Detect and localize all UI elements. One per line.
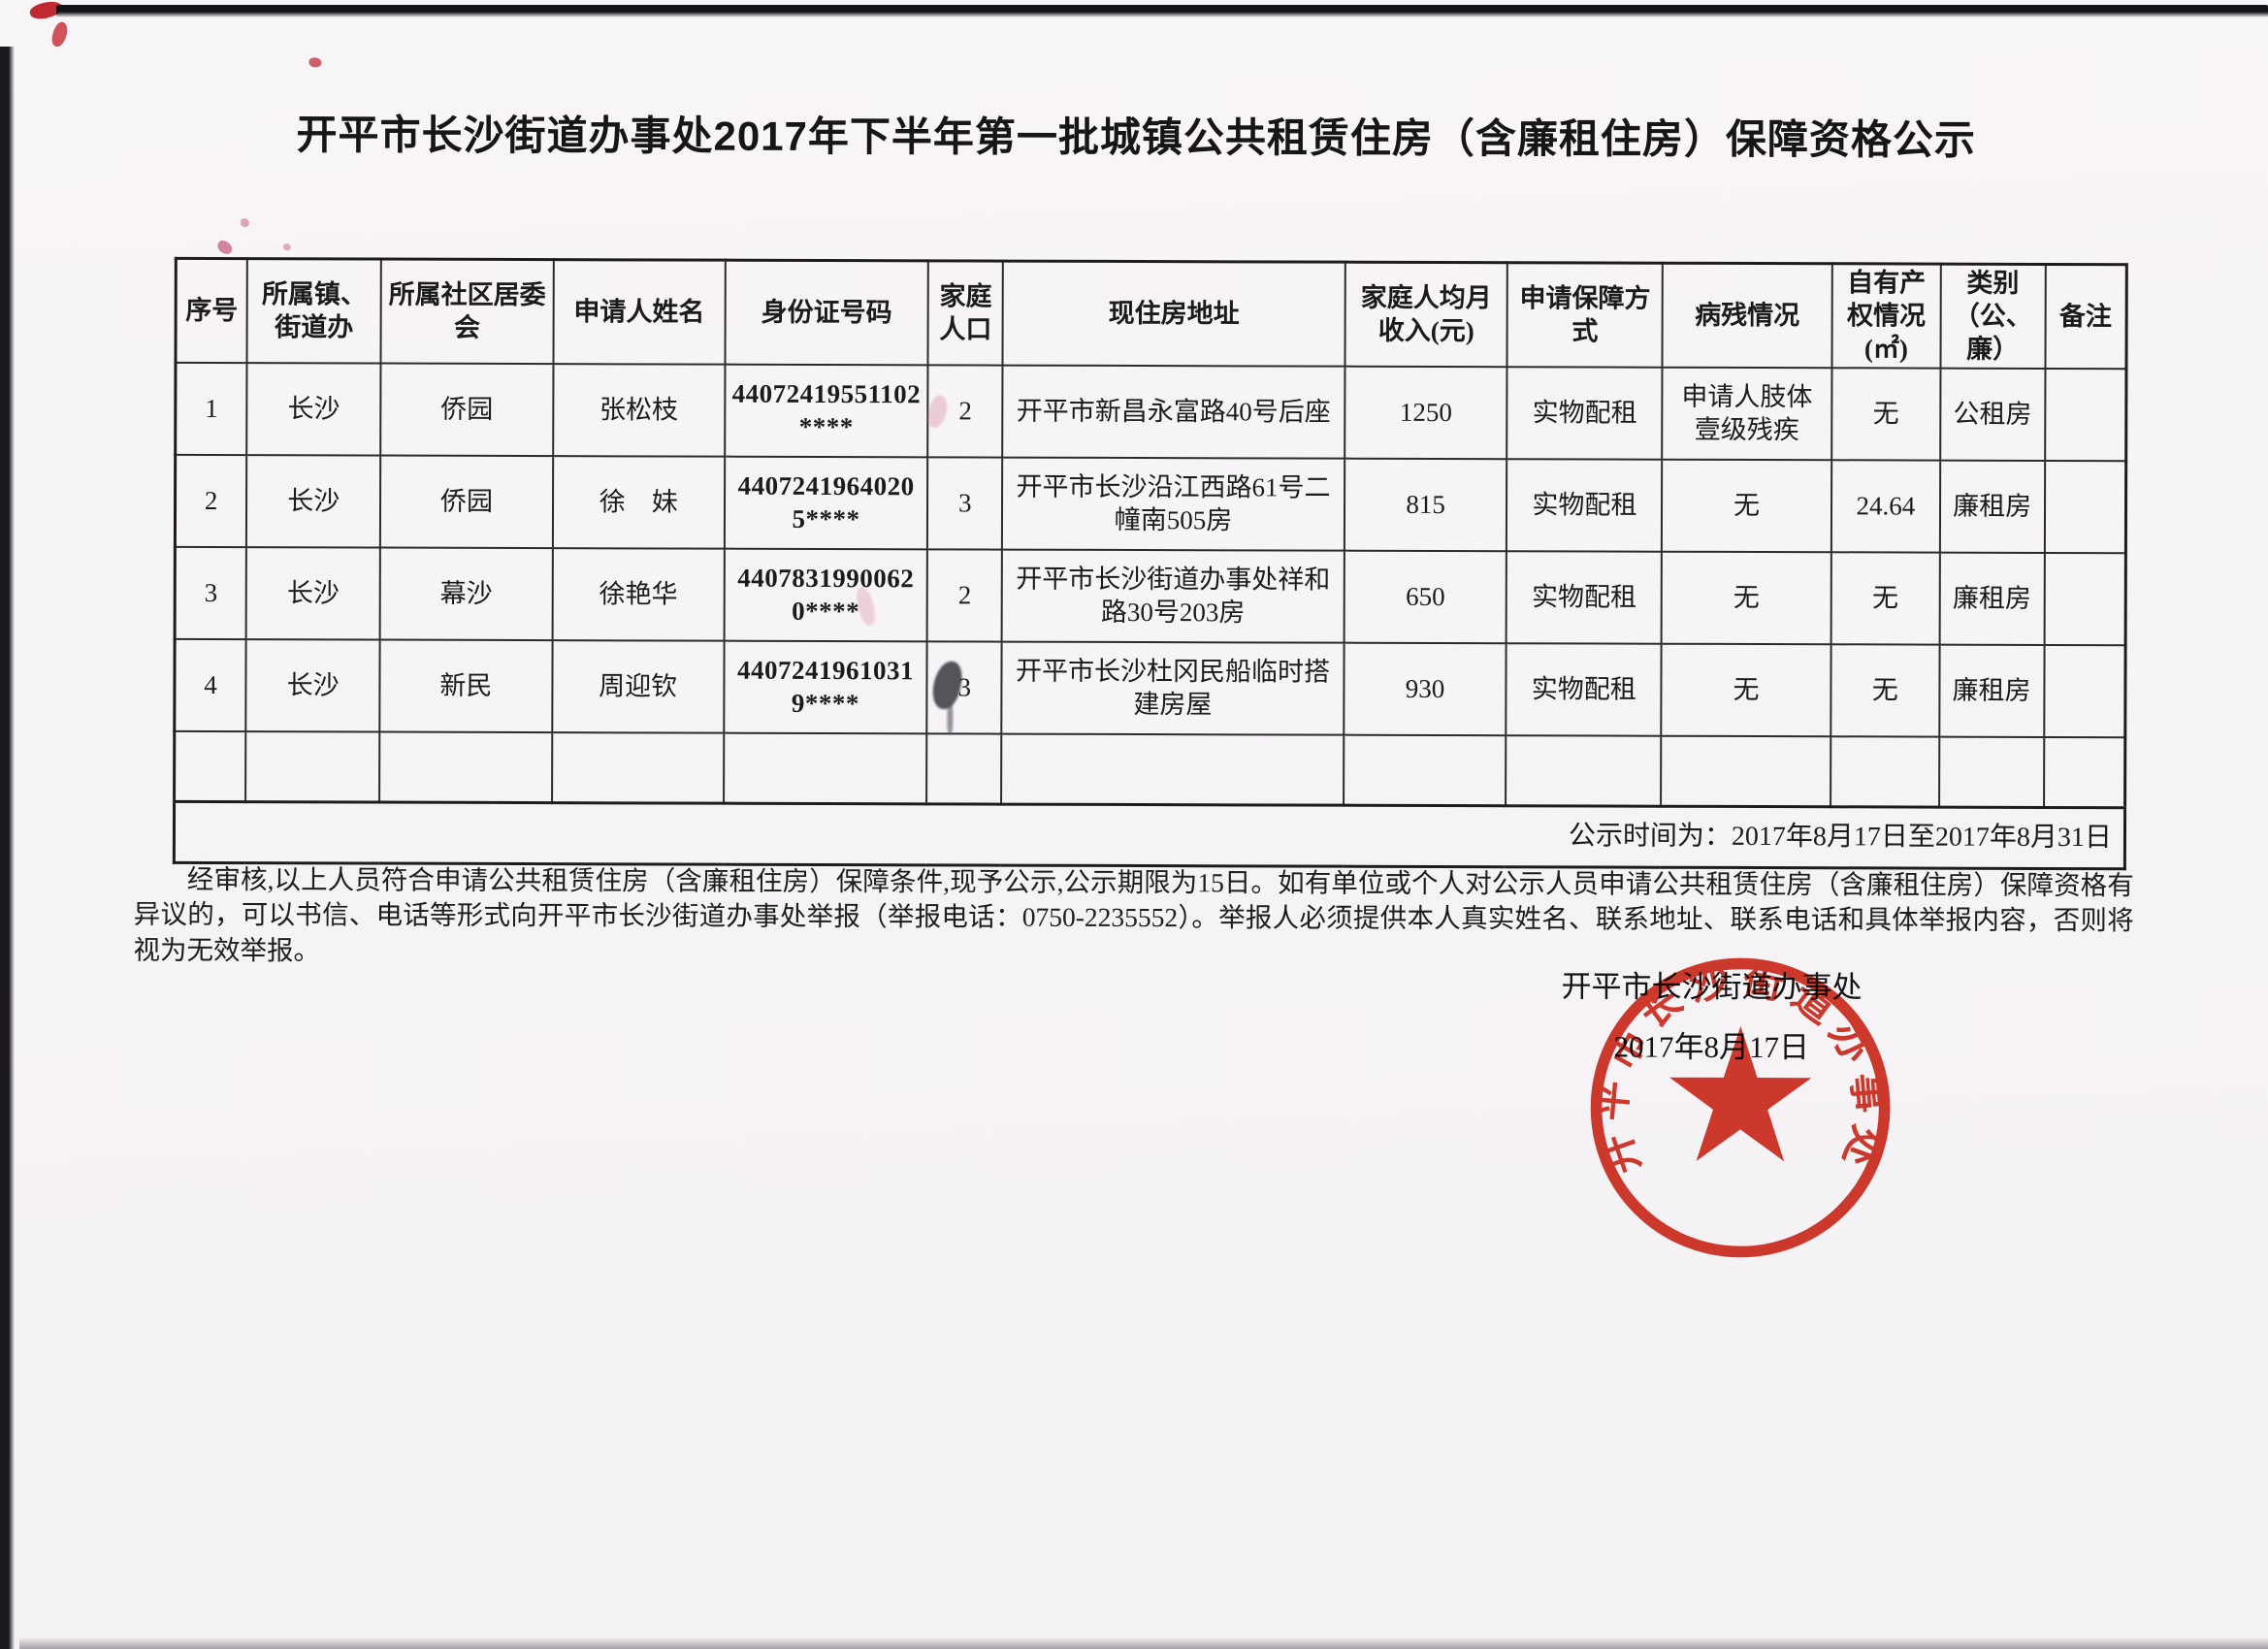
table-cell: 4 [174,639,246,732]
table-cell: 2 [926,549,1003,642]
table-cell: 张松枝 [553,364,726,457]
stamp-ring [1590,957,1891,1258]
column-header: 现住房地址 [1002,261,1345,367]
column-header: 家庭人口 [927,260,1004,366]
table-cell [2044,553,2126,646]
table-cell: 侨园 [379,455,554,549]
table-row-empty [174,731,2125,808]
column-header: 自有产权情况(㎡) [1831,263,1941,369]
table-cell: 44072419610319**** [723,640,927,734]
table-cell: 徐艳华 [552,548,725,641]
table-cell: 44072419551102**** [724,364,928,458]
table-cell [1001,733,1345,805]
table-footer-row: 公示时间为：2017年8月17日至2017年8月31日 [174,801,2125,869]
table-cell: 幕沙 [379,547,553,641]
table-cell: 3 [927,457,1003,550]
table-cell: 1 [175,363,247,456]
table-cell: 3 [175,547,247,640]
table-cell [551,732,724,803]
table-cell: 815 [1344,458,1507,552]
table-cell: 实物配租 [1507,459,1663,552]
table-cell: 1250 [1344,366,1507,460]
table-cell: 长沙 [246,363,381,456]
table-cell: 24.64 [1831,460,1940,553]
table-cell: 徐 妹 [552,456,725,549]
table-cell: 廉租房 [1939,460,2045,554]
table-cell: 侨园 [380,363,554,457]
table-row: 3 长沙 幕沙 徐艳华 44078319900620**** 2 开平市长沙街道办事处祥和路… [175,547,2126,646]
pink-ink-speck [282,243,291,251]
table-cell: 新民 [379,639,553,733]
official-stamp-icon: 开平市长沙街道办事处 [1588,954,1893,1258]
table-cell [2044,369,2126,462]
table-cell: 廉租房 [1939,644,2045,738]
stamp-star-icon [1669,1025,1812,1162]
table-cell: 无 [1831,644,1940,737]
table-cell [1343,734,1507,806]
column-header: 类别（公、廉） [1940,264,2046,370]
table-cell: 无 [1661,643,1831,737]
table-row: 2 长沙 侨园徐 妹 44072419640205**** 3 开平市长沙沿江西路61号二… [175,455,2126,554]
housing-eligibility-table: 序号 所属镇、街道办 所属社区居委会 申请人姓名 身份证号码 家庭人口 现住房地址 家庭人均月… [172,256,2128,870]
column-header: 所属镇、街道办 [246,258,381,364]
table-cell [1830,736,1940,807]
pink-ink-speck [214,238,235,257]
table-cell: 无 [1831,552,1940,645]
table-header-row: 序号 所属镇、街道办 所属社区居委会 申请人姓名 身份证号码 家庭人口 现住房地址 家庭人均月… [175,258,2127,370]
table-cell: 开平市长沙沿江西路61号二幢南505房 [1002,457,1345,551]
column-header: 序号 [175,258,248,364]
column-header: 病残情况 [1662,263,1832,369]
column-header: 家庭人均月收入(元) [1345,262,1508,368]
table-cell [245,731,380,802]
table-cell: 实物配租 [1507,367,1663,460]
table-cell [2043,645,2126,738]
table-cell: 开平市新昌永富路40号后座 [1002,365,1345,459]
scan-edge-left [0,47,15,1649]
table-cell: 无 [1662,459,1832,553]
column-header: 备注 [2045,264,2127,370]
column-header: 所属社区居委会 [380,259,554,365]
red-ink-mark [49,19,71,49]
column-header: 申请保障方式 [1507,262,1663,368]
table-cell [1938,736,2044,808]
red-ink-mark [308,57,322,68]
table-cell: 长沙 [245,547,380,640]
table-cell: 开平市长沙杜冈民船临时搭建房屋 [1001,641,1345,735]
column-header: 申请人姓名 [553,259,726,365]
table-cell: 44078319900620**** [724,548,928,642]
table-cell [174,731,246,802]
scan-edge-top [56,5,2268,17]
table-cell: 无 [1661,551,1831,645]
table-cell [1506,735,1662,806]
pink-ink-speck [240,218,249,228]
table-cell: 2 [175,455,247,548]
table-cell: 廉租房 [1939,552,2045,646]
table-cell: 公租房 [1939,368,2046,462]
scan-edge-bottom [19,1637,2268,1649]
page-title: 开平市长沙街道办事处2017年下半年第一批城镇公共租赁住房（含廉租住房）保障资格… [296,112,1977,163]
table-cell: 申请人肢体壹级残疾 [1662,367,1832,461]
table-cell: 实物配租 [1506,643,1662,736]
ink-blot [947,701,954,735]
table-cell [379,731,553,803]
table-cell: 44072419640205**** [724,456,928,550]
table-cell [926,733,1002,804]
table-cell: 650 [1344,550,1507,644]
table-cell: 长沙 [245,639,380,732]
table-cell: 无 [1831,368,1941,461]
table-cell: 长沙 [246,455,381,548]
table-cell: 930 [1344,642,1507,736]
table-cell [2043,737,2125,808]
publicity-period-note: 公示时间为：2017年8月17日至2017年8月31日 [174,801,2125,869]
table-cell: 实物配租 [1507,551,1663,644]
table-cell [1661,735,1831,807]
table-row: 4 长沙 新民 周迎钦 44072419610319**** 3 开平市长沙杜冈民船临时搭建… [174,639,2126,738]
table-cell: 周迎钦 [552,640,725,733]
table-cell: 开平市长沙街道办事处祥和路30号203房 [1001,549,1345,643]
table-cell [2044,461,2126,554]
table-cell [723,732,927,804]
column-header: 身份证号码 [725,260,929,366]
table-row: 1 长沙 侨园 张松枝 44072419551102**** 2 开平市新昌永富路40号后座… [175,363,2126,462]
